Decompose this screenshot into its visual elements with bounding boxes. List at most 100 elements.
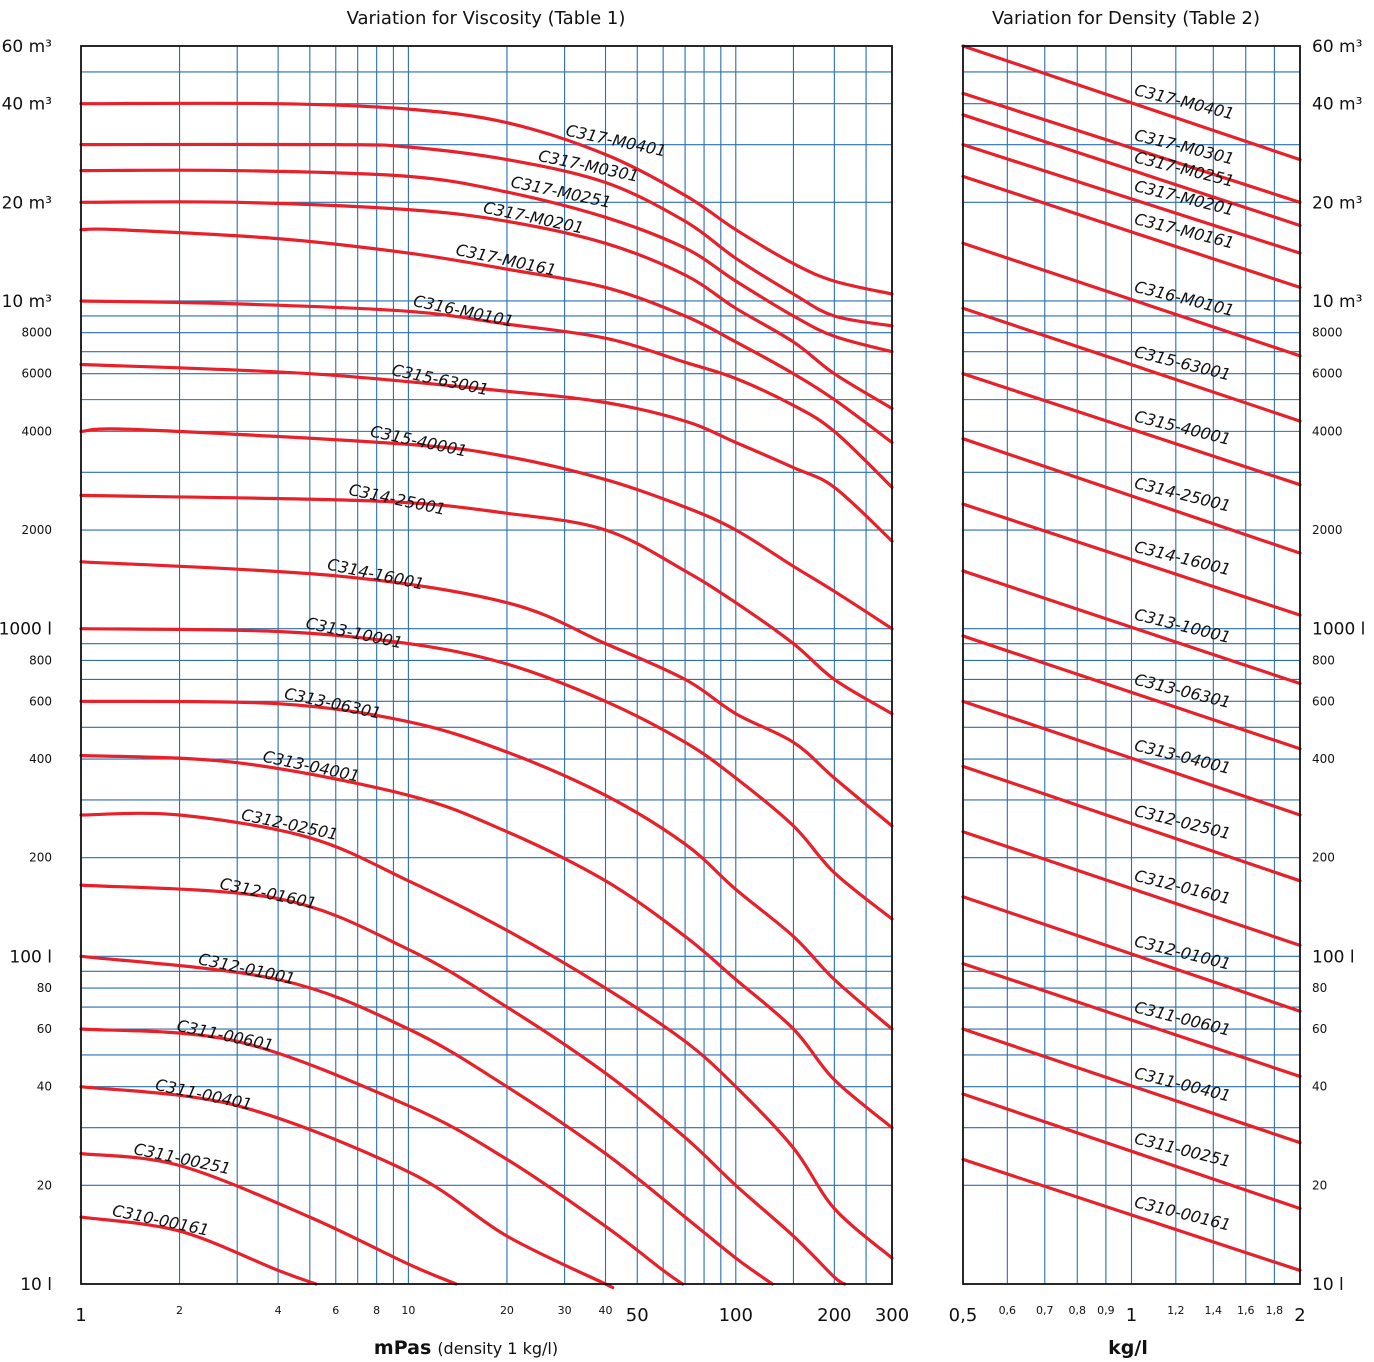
series-label: C313-10001: [304, 613, 404, 652]
x-tick-label: 2: [176, 1304, 183, 1317]
line-c311-00601: [961, 962, 1302, 1079]
y-tick-label: 80: [1312, 981, 1327, 995]
line-c312-01601: [961, 830, 1302, 947]
y-tick-label: 20 m³: [1312, 193, 1362, 213]
x-tick-label: 1: [1126, 1305, 1137, 1326]
series-label: C313-06301: [1133, 670, 1233, 712]
curve-c311-00401: [79, 1085, 615, 1290]
y-tick-label: 100 l: [1312, 947, 1355, 967]
y-tick-label: 4000: [21, 424, 52, 438]
line-c312-01001: [961, 895, 1302, 1013]
series-label: C312-02501: [1133, 801, 1233, 843]
x-tick-label: 40: [599, 1304, 613, 1317]
series-label: C314-16001: [326, 555, 426, 594]
x-tick-label: 8: [373, 1304, 380, 1317]
table2-curves: [961, 44, 1302, 1273]
series-label: C317-M0161: [454, 240, 558, 280]
x-tick-label: 2: [1294, 1305, 1305, 1326]
line-c312-02501: [961, 764, 1302, 883]
line-c311-00251: [961, 1092, 1302, 1211]
x-tick-label: 0,9: [1097, 1304, 1115, 1317]
curve-c315-40001: [79, 427, 894, 631]
y-tick-label: 4000: [1312, 424, 1343, 438]
series-label: C315-63001: [390, 360, 490, 399]
y-tick-label: 60: [1312, 1022, 1327, 1036]
series-label: C313-04001: [261, 747, 361, 786]
series-label: C316-M0101: [412, 291, 516, 331]
y-tick-label: 1000 l: [1312, 620, 1365, 640]
x-tick-label: 0,6: [999, 1304, 1017, 1317]
line-c313-10001: [961, 569, 1302, 686]
line-c316-m0101: [961, 241, 1302, 358]
line-c313-06301: [961, 634, 1302, 751]
y-tick-label: 200: [1312, 851, 1335, 865]
x-tick-label: 30: [558, 1304, 572, 1317]
x-tick-label: 0,7: [1036, 1304, 1054, 1317]
x-tick-label: 0,8: [1069, 1304, 1087, 1317]
y-tick-label: 40 m³: [2, 95, 52, 115]
line-c310-00161: [961, 1157, 1302, 1273]
table2-title: Variation for Density (Table 2): [992, 8, 1260, 29]
series-label: C315-40001: [369, 422, 469, 461]
y-tick-label: 400: [1312, 752, 1335, 766]
y-tick-label: 8000: [1312, 326, 1343, 340]
series-label: C312-01001: [197, 949, 297, 988]
x-tick-label: 4: [275, 1304, 282, 1317]
y-tick-label: 10 m³: [1312, 292, 1362, 312]
series-label: C316-M0101: [1133, 277, 1237, 320]
table1-series-labels: C317-M0401C317-M0301C317-M0251C317-M0201…: [111, 121, 668, 1240]
table1-x-axis-note: (density 1 kg/l): [437, 1339, 558, 1358]
curve-c313-04001: [79, 753, 894, 1130]
y-tick-label: 600: [1312, 694, 1335, 708]
curve-c314-16001: [79, 560, 894, 828]
line-c317-m0251: [961, 113, 1302, 228]
series-label: C311-00401: [1133, 1063, 1233, 1105]
y-tick-label: 600: [29, 694, 52, 708]
line-c317-m0401: [961, 44, 1302, 162]
y-tick-label: 6000: [21, 367, 52, 381]
curve-c315-63001: [79, 362, 894, 543]
table1-y-ticks: 60 m³ 40 m³ 20 m³ 10 m³ 8000 6000 4000 2000 1000…: [0, 37, 52, 1295]
y-tick-label: 6000: [1312, 367, 1343, 381]
curve-c313-06301: [79, 699, 894, 1031]
y-tick-label: 40: [37, 1080, 52, 1094]
series-label: C313-04001: [1133, 736, 1233, 778]
y-tick-label: 800: [1312, 653, 1335, 667]
series-label: C315-63001: [1133, 342, 1233, 384]
curve-c317-m0251: [79, 168, 894, 354]
series-label: C312-01001: [1133, 931, 1233, 973]
line-c313-04001: [961, 699, 1302, 817]
series-label: C314-25001: [347, 480, 447, 519]
y-tick-label: 10 m³: [2, 292, 52, 312]
series-label: C314-16001: [1133, 537, 1233, 579]
y-tick-label: 2000: [21, 523, 52, 537]
x-tick-label: 1,4: [1205, 1304, 1223, 1317]
table1-x-ticks: 1 50 100 200 300 2 4 6 8 10 20 30 40: [75, 1304, 909, 1326]
x-tick-label: 1,8: [1266, 1304, 1284, 1317]
curve-c316-m0101: [79, 299, 894, 489]
line-c317-m0161: [961, 174, 1302, 290]
curve-c317-m0401: [79, 101, 894, 296]
table2-x-axis-label: kg/l: [1108, 1337, 1148, 1359]
series-label: C314-25001: [1133, 473, 1233, 515]
x-tick-label: 1: [75, 1305, 86, 1326]
y-tick-label: 8000: [21, 326, 52, 340]
series-label: C315-40001: [1133, 407, 1233, 449]
x-tick-label: 300: [875, 1305, 909, 1326]
curve-c312-02501: [79, 811, 894, 1260]
curve-c312-01001: [79, 954, 774, 1286]
line-c317-m0301: [961, 91, 1302, 204]
series-label: C312-02501: [240, 805, 340, 844]
series-label: C311-00251: [132, 1139, 232, 1178]
y-tick-label: 60: [37, 1022, 52, 1036]
series-label: C311-00601: [175, 1016, 275, 1055]
table1-x-axis-unit: mPas: [374, 1337, 431, 1359]
table1-title: Variation for Viscosity (Table 1): [347, 8, 626, 29]
table1-frame: [80, 45, 893, 1285]
curve-c311-00251: [79, 1152, 458, 1286]
x-tick-label: 0,5: [949, 1305, 978, 1326]
curve-c317-m0201: [79, 200, 894, 410]
y-tick-label: 200: [29, 851, 52, 865]
y-tick-label: 80: [37, 981, 52, 995]
curve-c314-25001: [79, 493, 894, 716]
